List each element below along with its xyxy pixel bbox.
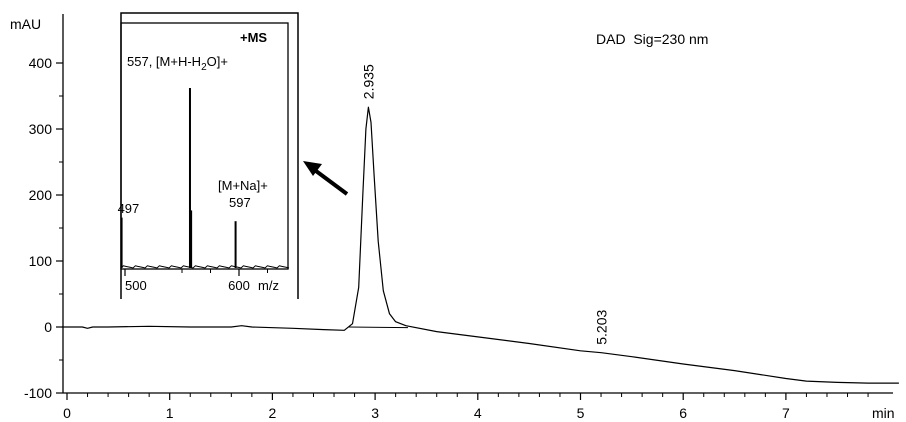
ms-peak-label-597: 597 <box>229 195 251 210</box>
x-axis-label: min <box>872 405 895 421</box>
ms-peak-label-adduct: [M+Na]+ <box>218 178 268 193</box>
x-tick-label: 6 <box>679 405 687 421</box>
y-tick-label: 0 <box>44 319 52 335</box>
y-tick-label: 200 <box>29 187 53 203</box>
ms-spectrum-plot: 500 600 497 557, [M+H-H2O]+ [M+Na]+ 597 <box>118 54 290 293</box>
x-tick-label: 0 <box>63 405 71 421</box>
y-tick-label: -100 <box>24 385 52 401</box>
pointer-arrow <box>303 161 349 196</box>
y-tick-label: 300 <box>29 121 53 137</box>
y-tick-label: 100 <box>29 253 53 269</box>
inset-title: +MS <box>240 30 267 45</box>
y-axis-label: mAU <box>10 16 41 32</box>
y-axis-ticks: -100 0 100 200 300 400 <box>24 55 63 401</box>
x-tick-label: 4 <box>474 405 482 421</box>
inset-x-axis-label: m/z <box>258 278 279 293</box>
chromatogram-trace <box>61 106 899 384</box>
y-tick-label: 400 <box>29 55 53 71</box>
ms-peak-label-557: 557, [M+H-H2O]+ <box>127 54 228 73</box>
ms-peak-label-497: 497 <box>118 201 140 216</box>
inset-x-tick-label: 500 <box>125 278 147 293</box>
x-tick-label: 2 <box>269 405 277 421</box>
peak-baseline <box>348 326 408 329</box>
peak-label-1: 2.935 <box>360 64 376 99</box>
inset-x-tick-label: 600 <box>228 278 250 293</box>
main-axes: -100 0 100 200 300 400 0 1 2 3 4 5 6 7 mAU min DAD S… <box>10 14 895 421</box>
x-tick-label: 1 <box>166 405 174 421</box>
inset-plot-box <box>120 22 289 270</box>
chromatogram-plot: 2.935 5.203 <box>61 64 899 384</box>
peak-label-2: 5.203 <box>593 309 609 344</box>
signal-annotation: DAD Sig=230 nm <box>596 31 708 47</box>
ms-inset: 500 600 497 557, [M+H-H2O]+ [M+Na]+ 597 +MS m… <box>118 12 299 299</box>
x-tick-label: 5 <box>577 405 585 421</box>
ms-baseline-noise <box>120 265 290 269</box>
x-tick-label: 7 <box>782 405 790 421</box>
x-tick-label: 3 <box>371 405 379 421</box>
x-axis-ticks: 0 1 2 3 4 5 6 7 <box>63 393 869 421</box>
